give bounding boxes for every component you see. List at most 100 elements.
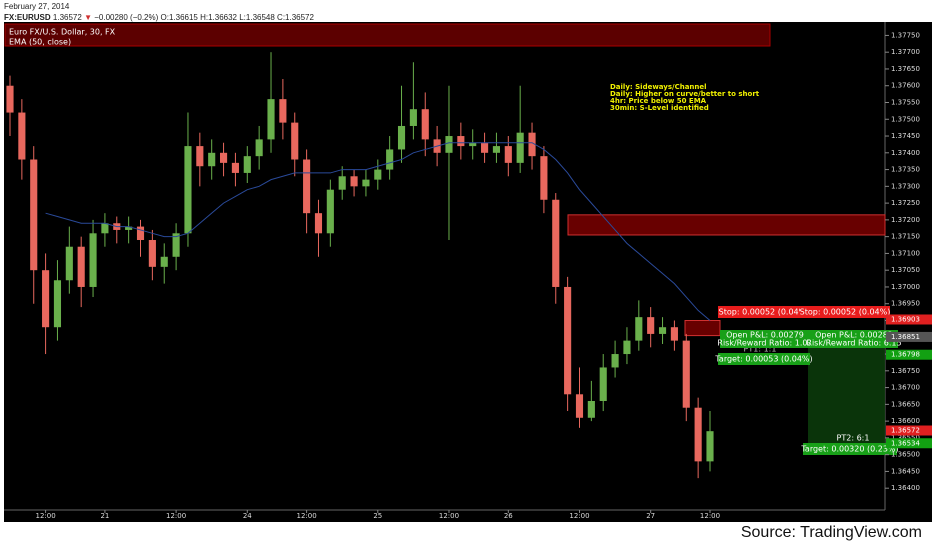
y-tick-label: 1.37250 — [891, 199, 920, 207]
profit-area — [808, 340, 885, 445]
x-tick-label: 12:00 — [166, 512, 186, 520]
candle-body — [196, 146, 204, 167]
candle-body — [611, 354, 619, 368]
candle-body — [540, 156, 548, 200]
y-tick-label: 1.36400 — [891, 484, 920, 492]
x-tick-label: 12:00 — [439, 512, 459, 520]
candle-body — [564, 286, 572, 395]
candle-body — [397, 125, 406, 150]
price-label: 1.36903 — [891, 315, 920, 323]
candle-body — [362, 179, 370, 187]
last-price: 1.36572 — [52, 13, 82, 22]
candle-body — [208, 152, 216, 167]
y-tick-label: 1.36500 — [891, 451, 920, 459]
y-tick-label: 1.37650 — [891, 65, 920, 73]
y-tick-label: 1.36650 — [891, 400, 920, 408]
symbol: FX:EURUSD — [4, 13, 51, 22]
y-tick-label: 1.37000 — [891, 283, 920, 291]
candle-body — [682, 340, 690, 408]
y-tick-label: 1.37350 — [891, 166, 920, 174]
candle-body — [125, 226, 133, 230]
x-tick-label: 12:00 — [35, 512, 55, 520]
candle-body — [445, 136, 453, 153]
chart: Euro FX/U.S. Dollar, 30, FX EMA (50, clo… — [4, 22, 932, 522]
y-tick-label: 1.37550 — [891, 98, 920, 106]
ema-line — [45, 142, 711, 321]
pnl-label: Open P&L: 0.00282 — [815, 331, 893, 340]
rr-label: Risk/Reward Ratio: 6.15 — [806, 339, 901, 348]
x-tick-label: 12:00 — [297, 512, 317, 520]
price-label: 1.36534 — [891, 439, 920, 447]
candle-body — [528, 132, 536, 157]
legend-box — [4, 23, 771, 47]
price-label-box — [886, 314, 932, 325]
pt1-label: PT1: 1:1 — [744, 345, 777, 354]
change: −0.00280 (−0.2%) — [94, 13, 159, 22]
candle-body — [386, 149, 394, 170]
candle-body — [587, 400, 595, 418]
y-tick-label: 1.37500 — [891, 115, 920, 123]
price-label: 1.36851 — [891, 333, 920, 341]
axes: 1.36400 1.36450 1.36500 1.36550 1.36600 1.366… — [35, 31, 932, 520]
candle-body — [706, 431, 714, 462]
price-label-box — [886, 331, 932, 342]
stop-label: Stop: 0.00052 (0.04%) — [800, 308, 891, 317]
x-tick-label: 24 — [243, 512, 252, 520]
zone — [567, 214, 886, 236]
candle-body — [267, 99, 275, 140]
candle-body — [374, 169, 382, 180]
candle-body — [18, 112, 26, 160]
candle-body — [552, 199, 560, 287]
rr-label: Risk/Reward Ratio: 1.02 — [717, 339, 812, 348]
candle-body — [303, 159, 311, 214]
candle-body — [457, 136, 465, 147]
candle-body — [635, 317, 643, 341]
candle-body — [243, 156, 251, 173]
candle-body — [42, 270, 50, 328]
x-tick-label: 27 — [646, 512, 655, 520]
y-tick-label: 1.37600 — [891, 82, 920, 90]
candle-body — [599, 367, 607, 401]
candle-body — [694, 407, 702, 462]
candle-body — [492, 146, 500, 153]
y-tick-label: 1.37150 — [891, 233, 920, 241]
price-label-box — [886, 438, 932, 449]
y-tick-label: 1.36450 — [891, 467, 920, 475]
candle-body — [575, 394, 584, 418]
candle-body — [314, 213, 323, 234]
change-arrow: ▼ — [84, 13, 92, 22]
header: February 27, 2014 FX:EURUSD 1.36572 ▼ −0… — [4, 1, 314, 23]
y-tick-label: 1.37100 — [891, 249, 920, 257]
y-tick-label: 1.37700 — [891, 48, 920, 56]
price-label: 1.36572 — [891, 427, 920, 435]
candle-body — [279, 99, 287, 123]
date: February 27, 2014 — [4, 2, 70, 11]
candle-body — [670, 327, 678, 341]
y-tick-label: 1.37050 — [891, 266, 920, 274]
candle-body — [291, 122, 299, 160]
ohlc: O:1.36615 H:1.36632 L:1.36548 C:1.36572 — [160, 13, 314, 22]
target-box — [803, 443, 897, 455]
y-tick-label: 1.37400 — [891, 149, 920, 157]
legend-ema: EMA (50, close) — [9, 38, 71, 47]
candle-body — [89, 233, 97, 287]
note: Daily: Sideways/Channel — [610, 83, 707, 91]
y-tick-label: 1.37750 — [891, 31, 920, 39]
candle-body — [184, 146, 192, 234]
y-tick-label: 1.36950 — [891, 300, 920, 308]
y-tick-label: 1.36700 — [891, 384, 920, 392]
x-tick-label: 25 — [373, 512, 382, 520]
source: Source: TradingView.com — [740, 524, 922, 541]
candle-body — [65, 246, 73, 281]
price-label-box — [886, 349, 932, 360]
candle-body — [658, 327, 667, 334]
y-tick-label: 1.36750 — [891, 367, 920, 375]
candle-body — [160, 256, 168, 267]
chart-background — [4, 22, 932, 522]
candle-body — [350, 176, 358, 187]
y-tick-label: 1.36550 — [891, 434, 920, 442]
candle-body — [516, 132, 524, 163]
candle-body — [30, 159, 38, 271]
